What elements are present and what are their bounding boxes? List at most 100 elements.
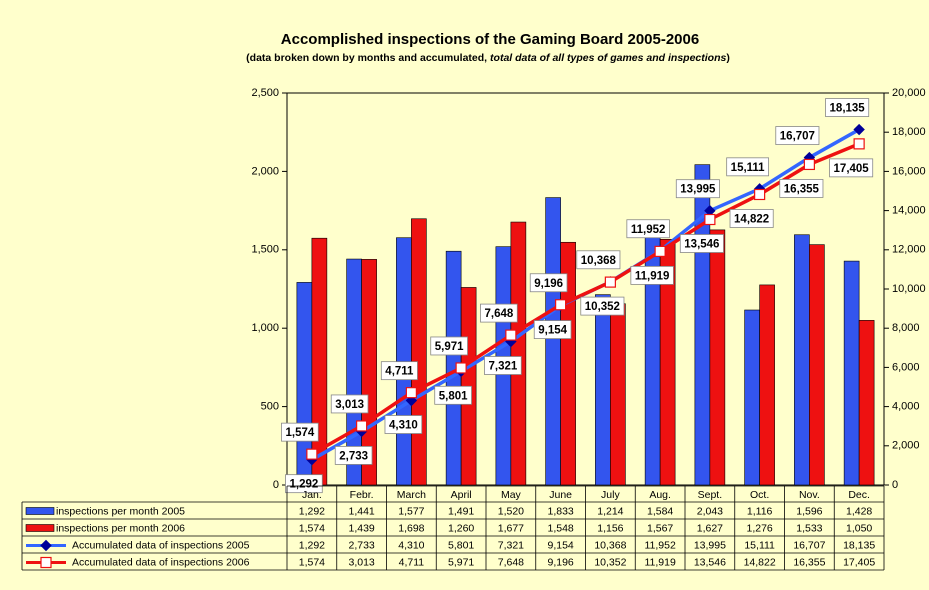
data-label-text: 4,310 (389, 420, 418, 432)
data-label-text: 18,135 (830, 103, 866, 115)
legend-label: Accumulated data of inspections 2006 (72, 556, 250, 568)
subtitle-italic: total data of all types of games and ins… (490, 52, 726, 64)
data-label: 5,801 (434, 385, 472, 405)
x-tick-label: Oct. (750, 489, 769, 501)
data-label: 11,952 (626, 219, 670, 239)
table-cell: 9,196 (547, 556, 573, 568)
legend-label: inspections per month 2005 (56, 505, 185, 517)
data-label: 1,292 (285, 474, 323, 494)
data-label: 18,135 (825, 98, 870, 117)
data-label-box (729, 209, 774, 228)
data-label-box (775, 126, 820, 145)
data-label-box (829, 158, 874, 178)
chart-subtitle: (data broken down by months and accumula… (246, 52, 730, 64)
bar (858, 320, 875, 486)
data-label: 16,355 (779, 179, 824, 198)
table-cell: 1,574 (299, 556, 325, 568)
marker-diamond (853, 123, 865, 136)
table-cell: 1,533 (796, 522, 822, 534)
data-label-box (626, 219, 670, 239)
data-label: 14,822 (729, 209, 774, 228)
table-cell: 16,707 (793, 539, 825, 551)
data-label-text: 15,111 (731, 162, 766, 174)
line (311, 142, 860, 456)
data-label-text: 16,355 (784, 183, 820, 195)
marker-square (803, 158, 815, 171)
bar (759, 284, 775, 486)
data-label-text: 14,822 (734, 214, 769, 226)
table-cell: 7,321 (498, 539, 524, 551)
table-cell: 4,310 (398, 539, 424, 551)
data-label: 10,352 (580, 296, 625, 316)
table-cell: 1,584 (647, 505, 673, 517)
data-label: 4,310 (384, 415, 423, 434)
data-label-box (630, 265, 674, 285)
data-label-text: 1,292 (289, 479, 318, 491)
data-label: 13,546 (679, 234, 724, 253)
subtitle-end: ) (726, 52, 730, 64)
data-label: 9,154 (533, 320, 572, 339)
table-cell: 1,548 (547, 522, 573, 534)
data-label: 9,196 (529, 273, 568, 293)
bar (510, 221, 527, 486)
marker-square (455, 362, 467, 374)
table-cell: 14,822 (744, 556, 776, 568)
data-label-text: 9,196 (534, 278, 563, 290)
data-label-text: 13,995 (680, 184, 716, 196)
table-cell: 15,111 (744, 539, 775, 551)
legend-label: inspections per month 2006 (56, 522, 185, 534)
data-label-text: 4,711 (385, 366, 414, 378)
table-cell: 1,677 (498, 522, 524, 534)
table-cell: 1,698 (398, 522, 424, 534)
table-cell: 11,919 (644, 556, 675, 568)
data-label-text: 10,352 (585, 301, 620, 313)
marker-square (754, 188, 766, 201)
data-label-box (679, 234, 724, 253)
y2-tick-label: 12,000 (892, 244, 926, 256)
x-tick-label: Dec. (848, 489, 870, 501)
marker-square (853, 138, 865, 150)
table-cell: 2,733 (348, 539, 374, 551)
table-cell: 1,520 (498, 505, 524, 517)
data-label-text: 7,648 (484, 308, 513, 320)
y-tick-label: 1,000 (251, 322, 279, 334)
table-cell: 1,276 (746, 522, 772, 534)
table-cell: 18,135 (843, 539, 875, 551)
table-cell: 5,801 (448, 539, 474, 551)
table-cell: 3,013 (348, 556, 374, 568)
y2-tick-label: 0 (892, 479, 898, 491)
table-cell: 1,567 (647, 522, 673, 534)
data-label-box (779, 179, 824, 198)
data-label-text: 3,013 (335, 399, 364, 411)
marker-square (604, 276, 616, 288)
bar (411, 218, 427, 486)
data-label-text: 11,952 (631, 224, 666, 236)
data-label-box (330, 394, 369, 414)
table-cell: 5,971 (448, 556, 474, 568)
marker-square (505, 329, 517, 341)
data-label-box (580, 296, 625, 316)
data-label-text: 1,574 (285, 427, 314, 439)
data-label-text: 2,733 (339, 450, 368, 462)
data-label: 7,648 (480, 303, 518, 323)
table-cell: 17,405 (843, 556, 875, 568)
data-label-box (480, 303, 518, 323)
legend-item: inspections per month 2006 (25, 522, 185, 534)
data-label: 7,321 (484, 356, 522, 375)
table-cell: 1,439 (348, 522, 374, 534)
data-label-box (281, 422, 319, 442)
y2-tick-label: 4,000 (892, 401, 920, 413)
y2-tick-label: 8,000 (892, 322, 920, 334)
bar (809, 244, 825, 486)
data-label: 16,707 (775, 126, 820, 145)
table-cell: 13,546 (694, 556, 726, 568)
x-tick-label: Nov. (799, 489, 820, 501)
y2-tick-label: 2,000 (892, 440, 920, 452)
data-label: 1,574 (281, 422, 319, 442)
x-tick-label: May (501, 489, 522, 501)
data-label: 2,733 (334, 446, 373, 465)
y2-tick-label: 10,000 (892, 283, 926, 295)
marker-square (704, 213, 716, 226)
data-label-box (430, 336, 468, 356)
